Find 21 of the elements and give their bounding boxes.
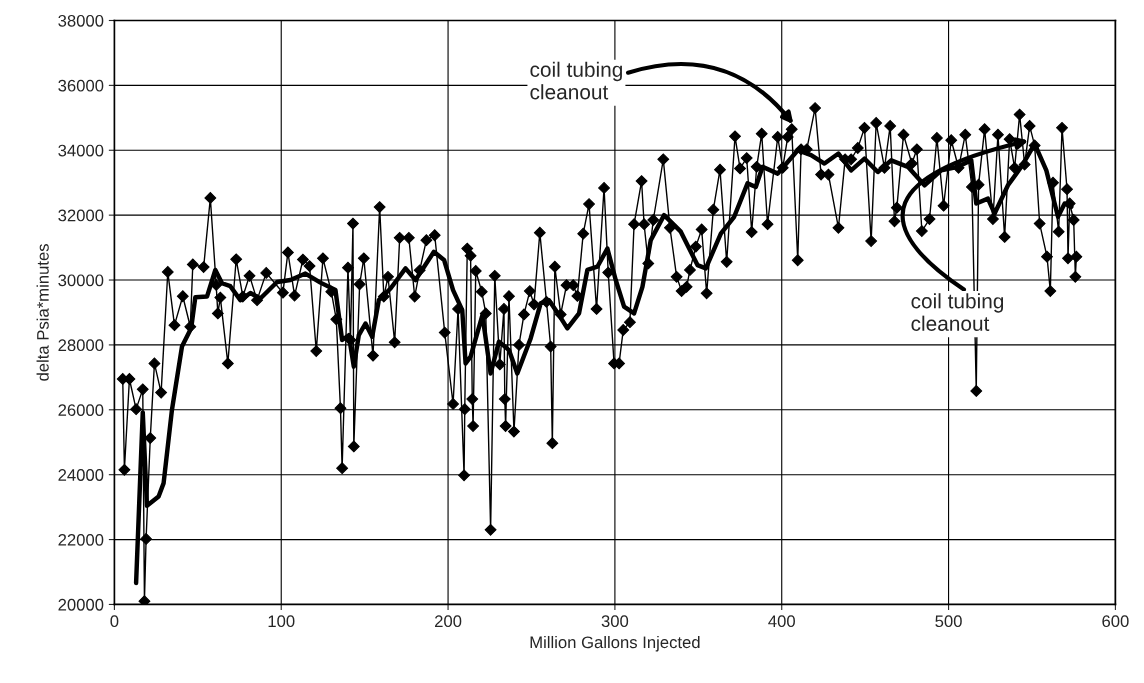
x-tick-label: 600	[1102, 615, 1129, 628]
y-tick-label: 28000	[58, 339, 104, 352]
y-tick-label: 36000	[58, 79, 104, 92]
y-tick-label: 32000	[58, 209, 104, 222]
x-tick-label: 400	[768, 615, 795, 628]
y-tick-label: 20000	[58, 598, 104, 611]
x-tick-label: 0	[110, 615, 119, 628]
y-tick-label: 30000	[58, 274, 104, 287]
annotation: coil tubing cleanout	[911, 293, 1004, 331]
y-tick-label: 34000	[58, 144, 104, 157]
x-axis-title: Million Gallons Injected	[530, 635, 700, 652]
x-tick-label: 100	[268, 615, 295, 628]
y-tick-label: 26000	[58, 404, 104, 416]
y-axis-title: delta Psia*minutes	[36, 244, 49, 381]
x-tick-label: 200	[435, 615, 462, 628]
y-tick-label: 38000	[58, 14, 104, 27]
y-tick-label: 24000	[58, 469, 104, 481]
x-tick-label: 300	[601, 615, 629, 628]
annotation: coil tubing cleanout	[530, 61, 622, 100]
x-tick-label: 500	[935, 615, 962, 628]
y-tick-label: 22000	[58, 533, 104, 546]
